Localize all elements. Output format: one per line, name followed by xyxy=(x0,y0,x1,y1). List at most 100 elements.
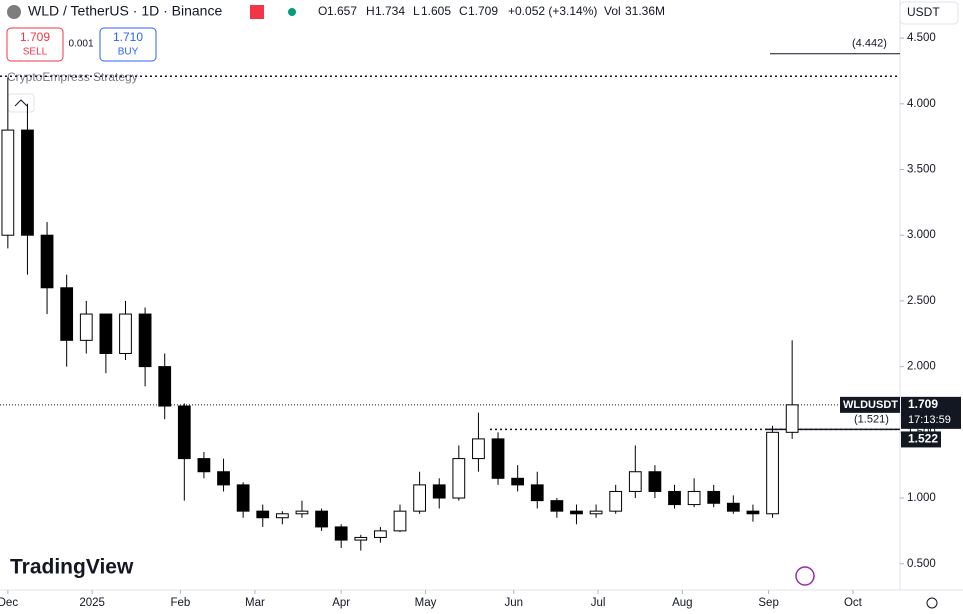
candle-body xyxy=(589,510,603,515)
value: 1.657 xyxy=(327,4,357,18)
candle-body xyxy=(609,490,623,512)
settings-icon[interactable] xyxy=(926,597,938,609)
buy-button[interactable] xyxy=(99,27,157,62)
candle-body xyxy=(158,366,172,407)
candle-body xyxy=(79,313,93,341)
value: 31.36M xyxy=(625,4,665,18)
candle-body xyxy=(374,530,387,538)
spread: 0.001 xyxy=(68,39,93,50)
candle-body xyxy=(570,510,583,515)
candle-body xyxy=(60,287,74,341)
candle-body xyxy=(432,484,446,499)
sell-button[interactable] xyxy=(6,27,64,62)
candle-body xyxy=(746,510,760,515)
countdown: 17:13:59 xyxy=(908,414,951,426)
support-price-tag xyxy=(901,431,941,448)
status-dot xyxy=(288,8,296,16)
x-tick-label: Aug xyxy=(672,597,692,609)
candle-body xyxy=(21,129,34,236)
last-price: 1.709 xyxy=(908,397,938,411)
label: O xyxy=(318,4,327,18)
candle-body xyxy=(40,234,54,289)
candle-body xyxy=(707,490,721,504)
value: 1.709 xyxy=(468,4,498,18)
x-tick-label: Jun xyxy=(504,597,523,609)
currency-button[interactable] xyxy=(899,1,959,25)
x-tick-label: Feb xyxy=(170,597,190,609)
candle-body xyxy=(99,313,113,354)
change: +0.052 (+3.14%) xyxy=(508,4,597,18)
y-tick-label: 0.500 xyxy=(907,558,936,570)
flag[interactable] xyxy=(250,5,264,19)
symbol-tag xyxy=(840,396,900,413)
candle-body xyxy=(550,500,564,512)
candle-body xyxy=(295,510,309,515)
x-tick-label: Oct xyxy=(844,597,863,609)
candle-body xyxy=(138,313,152,368)
x-tick-label: Apr xyxy=(332,597,350,609)
candle-body xyxy=(217,471,230,486)
candle-body xyxy=(472,438,485,460)
buy-price[interactable]: 1.710 xyxy=(113,30,143,44)
candle-body xyxy=(687,490,701,506)
label: C xyxy=(459,4,468,18)
indicator: CryptoEmpress Strategy xyxy=(7,70,138,84)
ohlc: O 1.657 H 1.734 L 1.605 C 1.709 +0.052 (… xyxy=(318,4,665,18)
value: 1.734 xyxy=(375,4,405,18)
label: L xyxy=(413,4,420,18)
candle-body xyxy=(315,510,328,528)
x-tick-label: Sep xyxy=(758,597,778,609)
candle-body xyxy=(628,471,642,492)
label: Vol xyxy=(604,4,621,18)
candle-body xyxy=(668,490,681,506)
support-label: (1.521) xyxy=(854,413,889,425)
y-tick-label: 4.000 xyxy=(907,98,936,110)
candle-body xyxy=(491,438,505,479)
brand: TradingView xyxy=(10,556,134,579)
alert-icon[interactable] xyxy=(795,566,815,586)
sell-label[interactable]: SELL xyxy=(23,47,48,58)
top-level-label: (4.442) xyxy=(852,38,887,50)
y-tick-label: 2.500 xyxy=(907,295,936,307)
y-tick-label: 4.500 xyxy=(907,32,936,44)
x-tick-label: Jul xyxy=(591,597,606,609)
candle-body xyxy=(530,484,544,502)
symbol: WLD / TetherUS · 1D · Binance xyxy=(28,3,222,19)
plot: 0.5001.0001.5002.0002.5003.0003.5004.000… xyxy=(0,32,961,609)
buy-label[interactable]: BUY xyxy=(118,47,139,58)
currency[interactable]: USDT xyxy=(907,5,940,19)
candle-body xyxy=(334,526,348,541)
symbol-tag-text: WLDUSDT xyxy=(843,399,898,411)
candle-body xyxy=(413,484,426,512)
x-tick-label: 2025 xyxy=(79,597,105,609)
candle-body xyxy=(648,471,662,492)
candle-body xyxy=(766,431,779,515)
candle-body xyxy=(236,484,250,512)
support-price: 1.522 xyxy=(908,432,938,446)
y-tick-label: 3.500 xyxy=(907,164,936,176)
symbol-icon xyxy=(7,5,21,19)
x-tick-label: Mar xyxy=(245,597,265,609)
candle-body xyxy=(511,477,525,486)
label: H xyxy=(366,4,375,18)
candle-body xyxy=(1,129,15,236)
collapse-button[interactable] xyxy=(7,93,35,113)
candle-body xyxy=(393,510,407,532)
candle-body xyxy=(785,404,799,433)
candle-body xyxy=(177,405,191,460)
candle-body xyxy=(452,458,466,499)
candle-body xyxy=(275,513,289,519)
sell-price[interactable]: 1.709 xyxy=(20,30,50,44)
candle-body xyxy=(119,313,132,354)
candle-body xyxy=(197,458,211,473)
x-tick-label: Dec xyxy=(0,597,18,609)
y-tick-label: 3.000 xyxy=(907,229,936,241)
y-tick-label: 1.000 xyxy=(907,492,936,504)
x-tick-label: May xyxy=(415,597,437,609)
candle-body xyxy=(256,510,270,519)
value: 1.605 xyxy=(421,4,451,18)
candle-body xyxy=(354,536,368,541)
